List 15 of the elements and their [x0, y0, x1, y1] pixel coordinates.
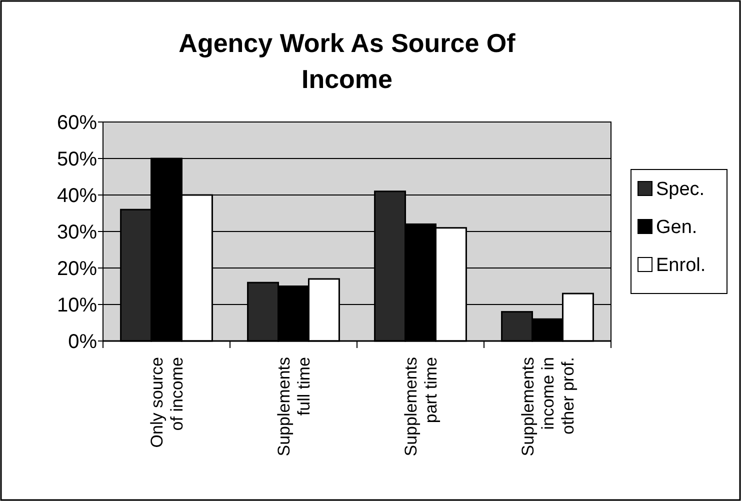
y-tick-label: 20% — [56, 258, 98, 280]
y-tick-label: 30% — [56, 222, 98, 244]
chart-title: Agency Work As Source Of Income — [178, 28, 516, 94]
legend-label: Enrol. — [656, 255, 706, 276]
x-tick-label: Supplements income in other prof. — [518, 357, 578, 456]
x-tick-label: Supplements full time — [274, 357, 314, 456]
y-tick-label: 40% — [56, 185, 98, 207]
y-tick-label: 50% — [56, 148, 98, 170]
y-tick-label: 60% — [56, 112, 98, 134]
x-tick-label: Supplements part time — [402, 357, 440, 456]
legend-label: Gen. — [656, 217, 698, 238]
y-tick-label: 10% — [56, 294, 98, 316]
y-tick-label: 0% — [68, 331, 98, 353]
x-tick-label: Only source of income — [148, 357, 186, 448]
legend-label: Spec. — [656, 179, 705, 200]
